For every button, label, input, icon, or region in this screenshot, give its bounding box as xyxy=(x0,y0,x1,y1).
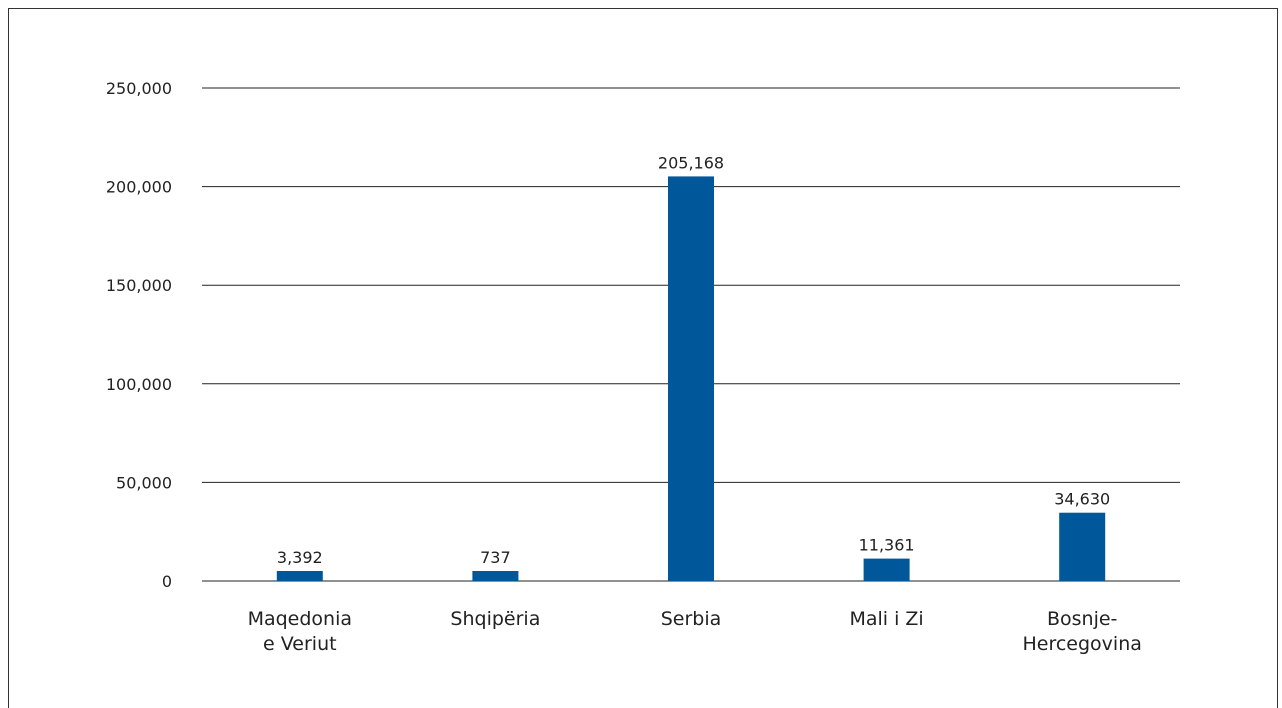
y-tick-label-1: 50,000 xyxy=(116,473,172,492)
bars xyxy=(276,176,1106,582)
category-label-3: Mali i Zi xyxy=(849,608,923,630)
x-axis-categories: Maqedonia e Veriut Shqipëria Serbia Mali i Z… xyxy=(248,608,1142,655)
category-label-line: Bosnje- xyxy=(1047,608,1117,630)
category-label-1: Shqipëria xyxy=(450,608,540,630)
bar-0 xyxy=(276,571,323,581)
y-tick-label-5: 250,000 xyxy=(106,79,172,98)
data-labels: 3,392 737 205,168 11,361 34,630 xyxy=(277,153,1110,567)
y-axis-ticks: 0 50,000 100,000 150,000 200,000 250,000 xyxy=(106,79,172,591)
data-label-0: 3,392 xyxy=(277,548,323,567)
y-tick-label-3: 150,000 xyxy=(106,276,172,295)
category-label-4: Bosnje- Hercegovina xyxy=(1022,608,1141,655)
category-label-line: Maqedonia xyxy=(248,608,352,630)
bar-1 xyxy=(472,571,519,581)
bar-3 xyxy=(863,558,910,581)
y-tick-label-2: 100,000 xyxy=(106,375,172,394)
category-label-2: Serbia xyxy=(661,608,722,630)
category-label-line: Serbia xyxy=(661,608,722,630)
category-label-line: Mali i Zi xyxy=(849,608,923,630)
bar-2 xyxy=(668,176,714,582)
category-label-line: e Veriut xyxy=(263,633,337,655)
y-tick-label-0: 0 xyxy=(162,572,172,591)
data-label-2: 205,168 xyxy=(658,153,724,172)
data-label-3: 11,361 xyxy=(859,536,915,555)
data-label-1: 737 xyxy=(480,548,511,567)
chart-frame xyxy=(8,8,1278,708)
category-label-0: Maqedonia e Veriut xyxy=(248,608,352,655)
y-tick-label-4: 200,000 xyxy=(106,178,172,197)
category-label-line: Hercegovina xyxy=(1022,633,1141,655)
category-label-line: Shqipëria xyxy=(450,608,540,630)
bar-4 xyxy=(1059,512,1106,581)
data-label-4: 34,630 xyxy=(1054,490,1110,509)
